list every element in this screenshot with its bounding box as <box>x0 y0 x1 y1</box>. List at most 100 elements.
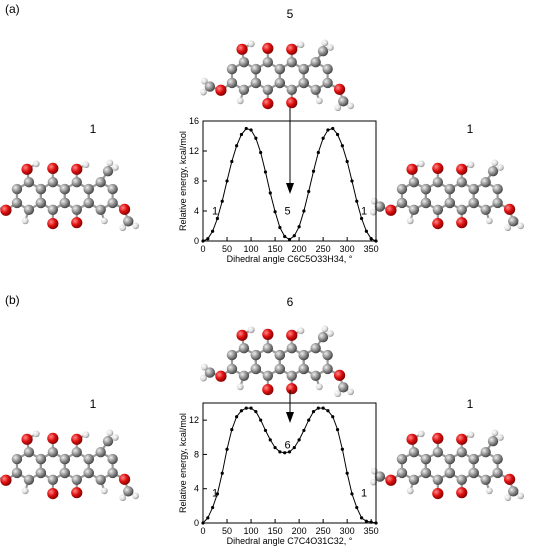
carbon-atom <box>204 81 216 92</box>
carbon-atom <box>322 349 333 361</box>
hydrogen-atom <box>200 374 207 382</box>
carbon-atom <box>238 343 250 354</box>
carbon-atom <box>274 349 286 361</box>
panel-letter: (b) <box>5 293 20 307</box>
oxygen-atom <box>0 474 12 486</box>
carbon-atom <box>408 447 420 458</box>
carbon-atom <box>492 183 503 195</box>
hydrogen-atom <box>132 492 140 500</box>
oxygen-atom <box>47 488 59 500</box>
data-point <box>292 234 296 238</box>
carbon-atom <box>250 77 262 89</box>
data-point <box>249 128 253 132</box>
hydrogen-atom <box>321 39 329 47</box>
carbon-atom <box>396 183 408 195</box>
data-point <box>220 199 224 203</box>
carbon-atom <box>204 367 216 378</box>
carbon-atom <box>59 197 71 209</box>
carbon-atom <box>432 177 444 188</box>
x-tick-label: 150 <box>268 244 283 254</box>
carbon-atom <box>11 453 23 465</box>
data-point <box>230 427 234 432</box>
molecule-label-top: 5 <box>287 7 294 21</box>
data-point <box>283 234 287 239</box>
data-point <box>206 237 210 241</box>
hydrogen-atom <box>112 164 119 171</box>
data-point <box>211 229 215 233</box>
carbon-atom <box>83 197 94 209</box>
x-tick-label: 300 <box>340 526 355 536</box>
data-point <box>215 492 220 496</box>
data-point <box>359 216 364 221</box>
carbon-atom <box>508 486 519 497</box>
molecule-label-right: 1 <box>467 122 474 136</box>
oxygen-atom <box>71 217 83 229</box>
data-point <box>244 406 248 410</box>
carbon-atom <box>396 467 408 479</box>
hydrogen-atom <box>504 494 512 502</box>
carbon-atom <box>286 57 297 68</box>
carbon-atom <box>71 447 82 458</box>
carbon-atom <box>35 197 47 209</box>
carbon-atom <box>250 363 262 375</box>
panel-a: (a) 5 1 1 0 50 100 150 200 250 300 350 0 4 8 12 16 Di… <box>0 2 525 264</box>
carbon-atom <box>456 177 467 188</box>
carbon-atom <box>508 216 519 227</box>
hydrogen-atom <box>485 217 493 225</box>
carbon-atom <box>317 331 329 343</box>
oxygen-atom <box>0 204 12 216</box>
hydrogen-atom <box>236 97 244 105</box>
oxygen-atom <box>21 163 33 175</box>
data-point <box>374 239 378 243</box>
data-point <box>211 505 215 510</box>
carbon-atom <box>322 363 333 375</box>
hydrogen-atom <box>200 88 207 96</box>
hydrogen-atom <box>315 97 323 105</box>
data-point <box>201 239 205 243</box>
data-point <box>302 428 306 433</box>
annotation-label: 1 <box>361 206 367 218</box>
data-point <box>355 505 359 510</box>
hydrogen-atom <box>327 44 334 51</box>
molecule-bonds <box>372 162 522 229</box>
oxygen-atom <box>215 84 227 96</box>
carbon-atom <box>59 453 71 465</box>
carbon-atom <box>107 467 118 479</box>
carbon-atom <box>468 183 479 195</box>
hydrogen-atom <box>406 217 414 225</box>
hydrogen-atom <box>247 326 255 334</box>
y-tick-label: 4 <box>194 206 199 216</box>
carbon-atom <box>492 467 503 479</box>
data-point <box>321 136 325 140</box>
carbon-atom <box>480 474 491 485</box>
hydrogen-atom <box>106 159 114 167</box>
molecule-atoms <box>0 159 140 232</box>
oxygen-atom <box>118 473 131 485</box>
hydrogen-atom <box>315 383 323 391</box>
x-tick-label: 50 <box>222 526 232 536</box>
oxygen-atom <box>47 218 59 230</box>
y-tick-label: 0 <box>194 518 199 528</box>
carbon-atom <box>444 183 456 195</box>
carbon-atom <box>374 201 386 212</box>
carbon-atom <box>480 177 491 188</box>
data-point <box>244 126 248 131</box>
oxygen-atom <box>432 488 444 500</box>
molecule-image-top <box>200 325 355 398</box>
carbon-atom <box>238 370 250 381</box>
data-point <box>297 225 301 229</box>
data-point <box>316 406 320 410</box>
carbon-atom <box>226 63 238 75</box>
x-tick-label: 100 <box>244 244 259 254</box>
data-point <box>331 126 335 131</box>
hydrogen-atom <box>467 161 475 169</box>
data-point <box>307 189 311 194</box>
energy-chart-a: 0 50 100 150 200 250 300 350 0 4 8 12 16 Dihedral ang… <box>178 116 379 264</box>
data-point <box>235 144 239 148</box>
y-tick-label: 8 <box>194 176 199 186</box>
data-point <box>287 237 292 242</box>
oxygen-atom <box>215 370 227 382</box>
hydrogen-atom <box>21 487 29 495</box>
carbon-atom <box>23 204 35 215</box>
oxygen-atom <box>432 432 444 444</box>
